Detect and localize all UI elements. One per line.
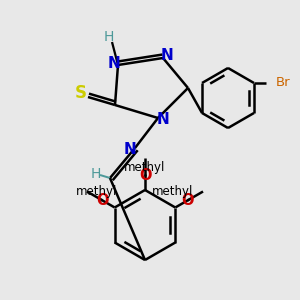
Text: O: O	[139, 169, 151, 184]
Text: O: O	[181, 193, 194, 208]
Text: S: S	[75, 84, 87, 102]
Text: Br: Br	[276, 76, 291, 89]
Text: H: H	[104, 30, 114, 44]
Text: methyl: methyl	[124, 161, 166, 175]
Text: O: O	[96, 193, 109, 208]
Text: H: H	[91, 167, 101, 181]
Text: N: N	[124, 142, 136, 158]
Text: methyl: methyl	[152, 185, 193, 198]
Text: N: N	[160, 49, 173, 64]
Text: methyl: methyl	[76, 185, 118, 198]
Text: N: N	[108, 56, 120, 70]
Text: N: N	[157, 112, 169, 128]
